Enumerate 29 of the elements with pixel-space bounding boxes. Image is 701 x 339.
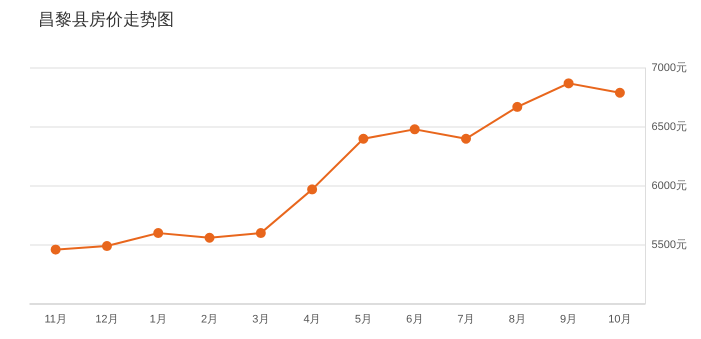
point bbox=[256, 228, 266, 238]
point bbox=[512, 102, 522, 112]
point bbox=[307, 184, 318, 194]
x-tick-label: 4月 bbox=[304, 313, 321, 326]
x-tick-label: 11月 bbox=[44, 313, 67, 326]
point bbox=[50, 244, 61, 255]
point bbox=[358, 134, 368, 144]
x-tick-label: 5月 bbox=[354, 313, 372, 326]
x-tick-label: 3月 bbox=[252, 313, 270, 326]
x-tick-label: 12月 bbox=[95, 313, 119, 326]
point bbox=[204, 232, 215, 243]
point bbox=[564, 78, 574, 88]
y-tick-label: 6000元 bbox=[652, 180, 688, 192]
x-tick-label: 9月 bbox=[560, 313, 578, 326]
x-tick-label: 2月 bbox=[200, 313, 218, 326]
y-tick-label: 5500元 bbox=[652, 238, 688, 251]
point bbox=[102, 241, 112, 252]
chart-title: 昌黎县房价走势图 bbox=[38, 9, 174, 31]
x-tick-label: 10月 bbox=[608, 313, 632, 326]
point bbox=[410, 124, 420, 134]
x-tick-label: 7月 bbox=[457, 313, 475, 326]
x-tick-label: 1月 bbox=[150, 313, 167, 326]
point bbox=[153, 228, 164, 238]
x-tick-label: 8月 bbox=[508, 313, 526, 326]
point bbox=[614, 88, 625, 98]
y-tick-label: 7000元 bbox=[652, 62, 688, 74]
x-tick-label: 6月 bbox=[406, 313, 424, 326]
point bbox=[461, 134, 471, 144]
y-tick-label: 6500元 bbox=[652, 120, 688, 133]
